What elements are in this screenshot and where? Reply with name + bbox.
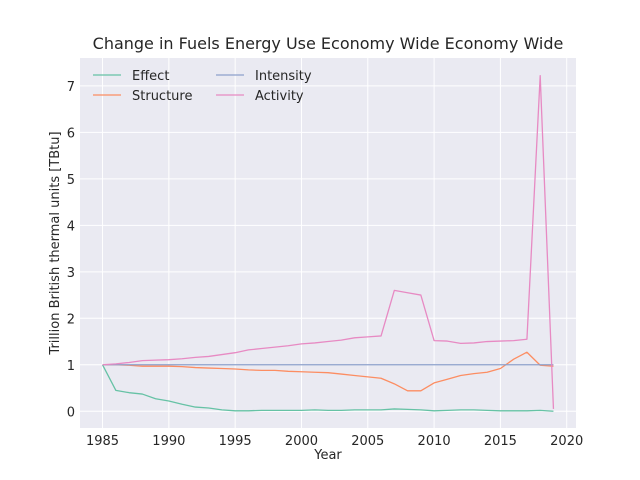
x-tick-label: 2015 [484,434,517,449]
x-tick-label: 1990 [152,434,185,449]
x-tick-label: 2000 [285,434,318,449]
y-tick-label: 5 [67,173,75,188]
x-tick-label: 2020 [550,434,583,449]
legend-label-activity: Activity [255,89,304,104]
y-tick-label: 6 [67,126,75,141]
y-tick-label: 2 [67,312,75,327]
legend-label-structure: Structure [132,89,192,104]
legend-label-intensity: Intensity [255,69,312,84]
y-tick-labels: 0 1 2 3 4 5 6 7 [67,80,75,420]
series-line-structure [102,351,554,392]
x-axis-label: Year [313,448,342,463]
x-tick-label: 1985 [86,434,119,449]
chart-title: Change in Fuels Energy Use Economy Wide … [93,34,564,53]
x-tick-label: 2005 [351,434,384,449]
x-tick-labels: 1985 1990 1995 2000 2005 2010 2015 2020 [86,434,583,449]
series-line-activity [102,75,555,409]
y-tick-label: 4 [67,219,75,234]
legend: Effect Structure Intensity Activity [93,69,312,104]
series-line-effect [101,364,554,412]
y-tick-label: 1 [67,359,75,374]
legend-label-effect: Effect [132,69,169,84]
y-axis-label: Trillion British thermal units [TBtu] [48,131,63,355]
series-lines [101,75,555,412]
y-tick-label: 3 [67,266,75,281]
y-tick-label: 0 [67,405,75,420]
x-tick-label: 1995 [219,434,252,449]
y-tick-label: 7 [67,80,75,95]
x-tick-label: 2010 [418,434,451,449]
